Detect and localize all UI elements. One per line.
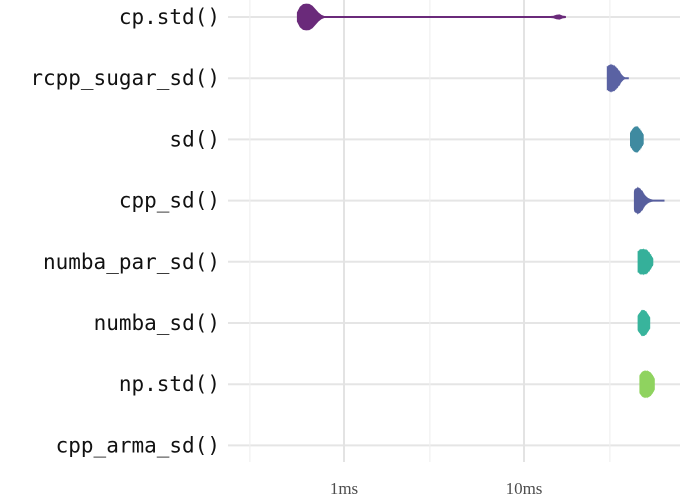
violin-numba-sd [637,309,651,337]
category-label: cpp_sd() [119,189,220,213]
category-label: cp.std() [119,5,220,29]
violin-cp-std [296,3,566,31]
category-label: numba_par_sd() [43,250,220,274]
y-axis-labels: cp.std() rcpp_sugar_sd() sd() cpp_sd()numba… [30,5,220,457]
violins [296,3,665,399]
violin-numba-par-sd [637,248,654,276]
category-label: np.std() [119,372,220,396]
x-tick-label: 10ms [506,479,543,498]
category-label: sd() [169,127,220,151]
category-label: cpp_arma_sd() [56,433,220,457]
category-label: rcpp_sugar_sd() [30,66,220,90]
category-label: numba_sd() [94,311,220,335]
grid-lines [228,0,680,462]
x-axis-labels: 1ms 10ms [330,479,543,498]
violin-rcpp-sugar-sd [606,63,629,93]
violin-cpp-sd [633,186,665,215]
violin-np-std [639,370,655,399]
x-tick-label: 1ms [330,479,358,498]
violin-sd [630,125,644,154]
